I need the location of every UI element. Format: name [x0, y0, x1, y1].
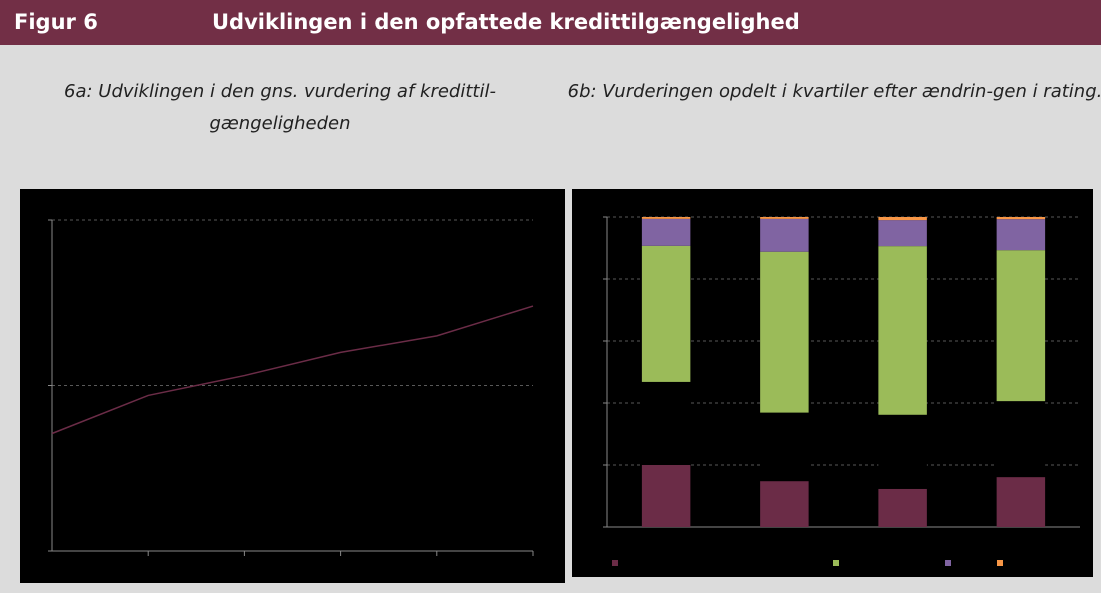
bar-segment: [760, 481, 809, 527]
bar-segment: [760, 412, 809, 482]
bar-segment: [996, 219, 1046, 251]
figure-title: Udviklingen i den opfattede kredittilgæn…: [212, 10, 800, 34]
bar-segment: [878, 217, 927, 221]
plot-background: [20, 189, 565, 583]
legend-marker: [945, 560, 951, 566]
bar-segment: [996, 477, 1046, 527]
header: Figur 6 Udviklingen i den opfattede kred…: [0, 0, 1101, 45]
legend-marker: [612, 560, 618, 566]
line-series: [51, 305, 534, 435]
bar-segment: [996, 401, 1046, 478]
bar-segment: [641, 217, 691, 219]
legend-marker: [720, 560, 726, 566]
bar-segment: [641, 465, 691, 527]
bar-segment: [760, 251, 809, 413]
bar-segment: [760, 217, 809, 219]
bar-segment: [641, 381, 691, 465]
bar-segment: [641, 245, 691, 382]
figure-label: Figur 6: [14, 10, 98, 34]
bar-segment: [641, 218, 691, 246]
chart-title: 6a: Udviklingen i den gns. vurdering af …: [64, 81, 496, 134]
bar-segment: [996, 217, 1046, 220]
bar-segment: [878, 246, 927, 415]
bar-segment: [996, 250, 1046, 402]
bar-segment: [878, 488, 927, 527]
chart-title: 6b: Vurderingen opdelt i kvartiler efter…: [567, 81, 1101, 102]
bar-segment: [878, 220, 927, 247]
bar-segment: [760, 218, 809, 252]
legend-marker: [997, 560, 1003, 566]
legend-marker: [833, 560, 839, 566]
bar-segment: [878, 414, 927, 489]
